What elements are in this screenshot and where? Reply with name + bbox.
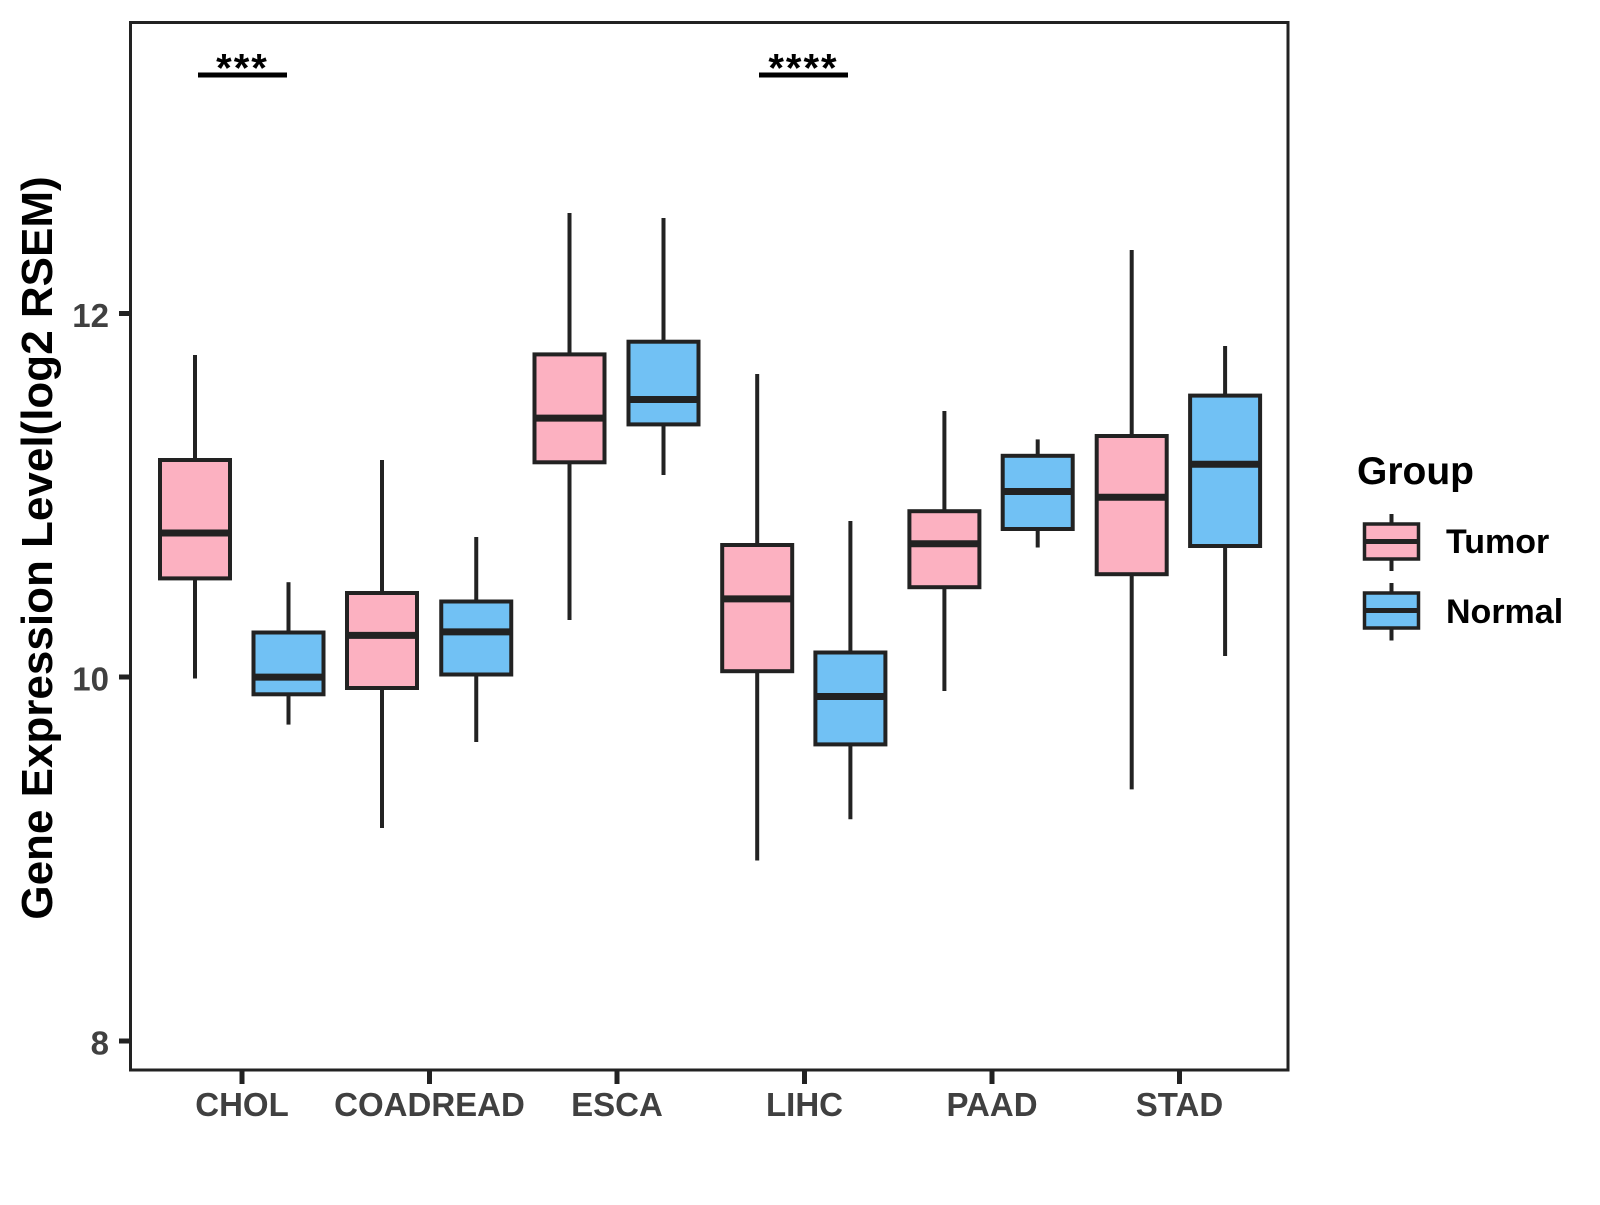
svg-text:Gene Expression Level(log2 RSE: Gene Expression Level(log2 RSEM) — [13, 176, 62, 919]
svg-text:LIHC: LIHC — [766, 1086, 843, 1123]
svg-text:8: 8 — [91, 1025, 109, 1062]
svg-text:PAAD: PAAD — [946, 1086, 1037, 1123]
svg-text:ESCA: ESCA — [571, 1086, 663, 1123]
svg-text:Group: Group — [1357, 450, 1474, 493]
svg-text:10: 10 — [72, 661, 109, 698]
svg-text:***: *** — [216, 47, 269, 91]
svg-text:Normal: Normal — [1446, 593, 1563, 631]
svg-text:Tumor: Tumor — [1446, 523, 1549, 561]
svg-text:12: 12 — [72, 297, 109, 334]
svg-text:****: **** — [768, 47, 838, 91]
svg-text:CHOL: CHOL — [195, 1086, 289, 1123]
svg-text:STAD: STAD — [1136, 1086, 1223, 1123]
svg-text:COADREAD: COADREAD — [334, 1086, 525, 1123]
